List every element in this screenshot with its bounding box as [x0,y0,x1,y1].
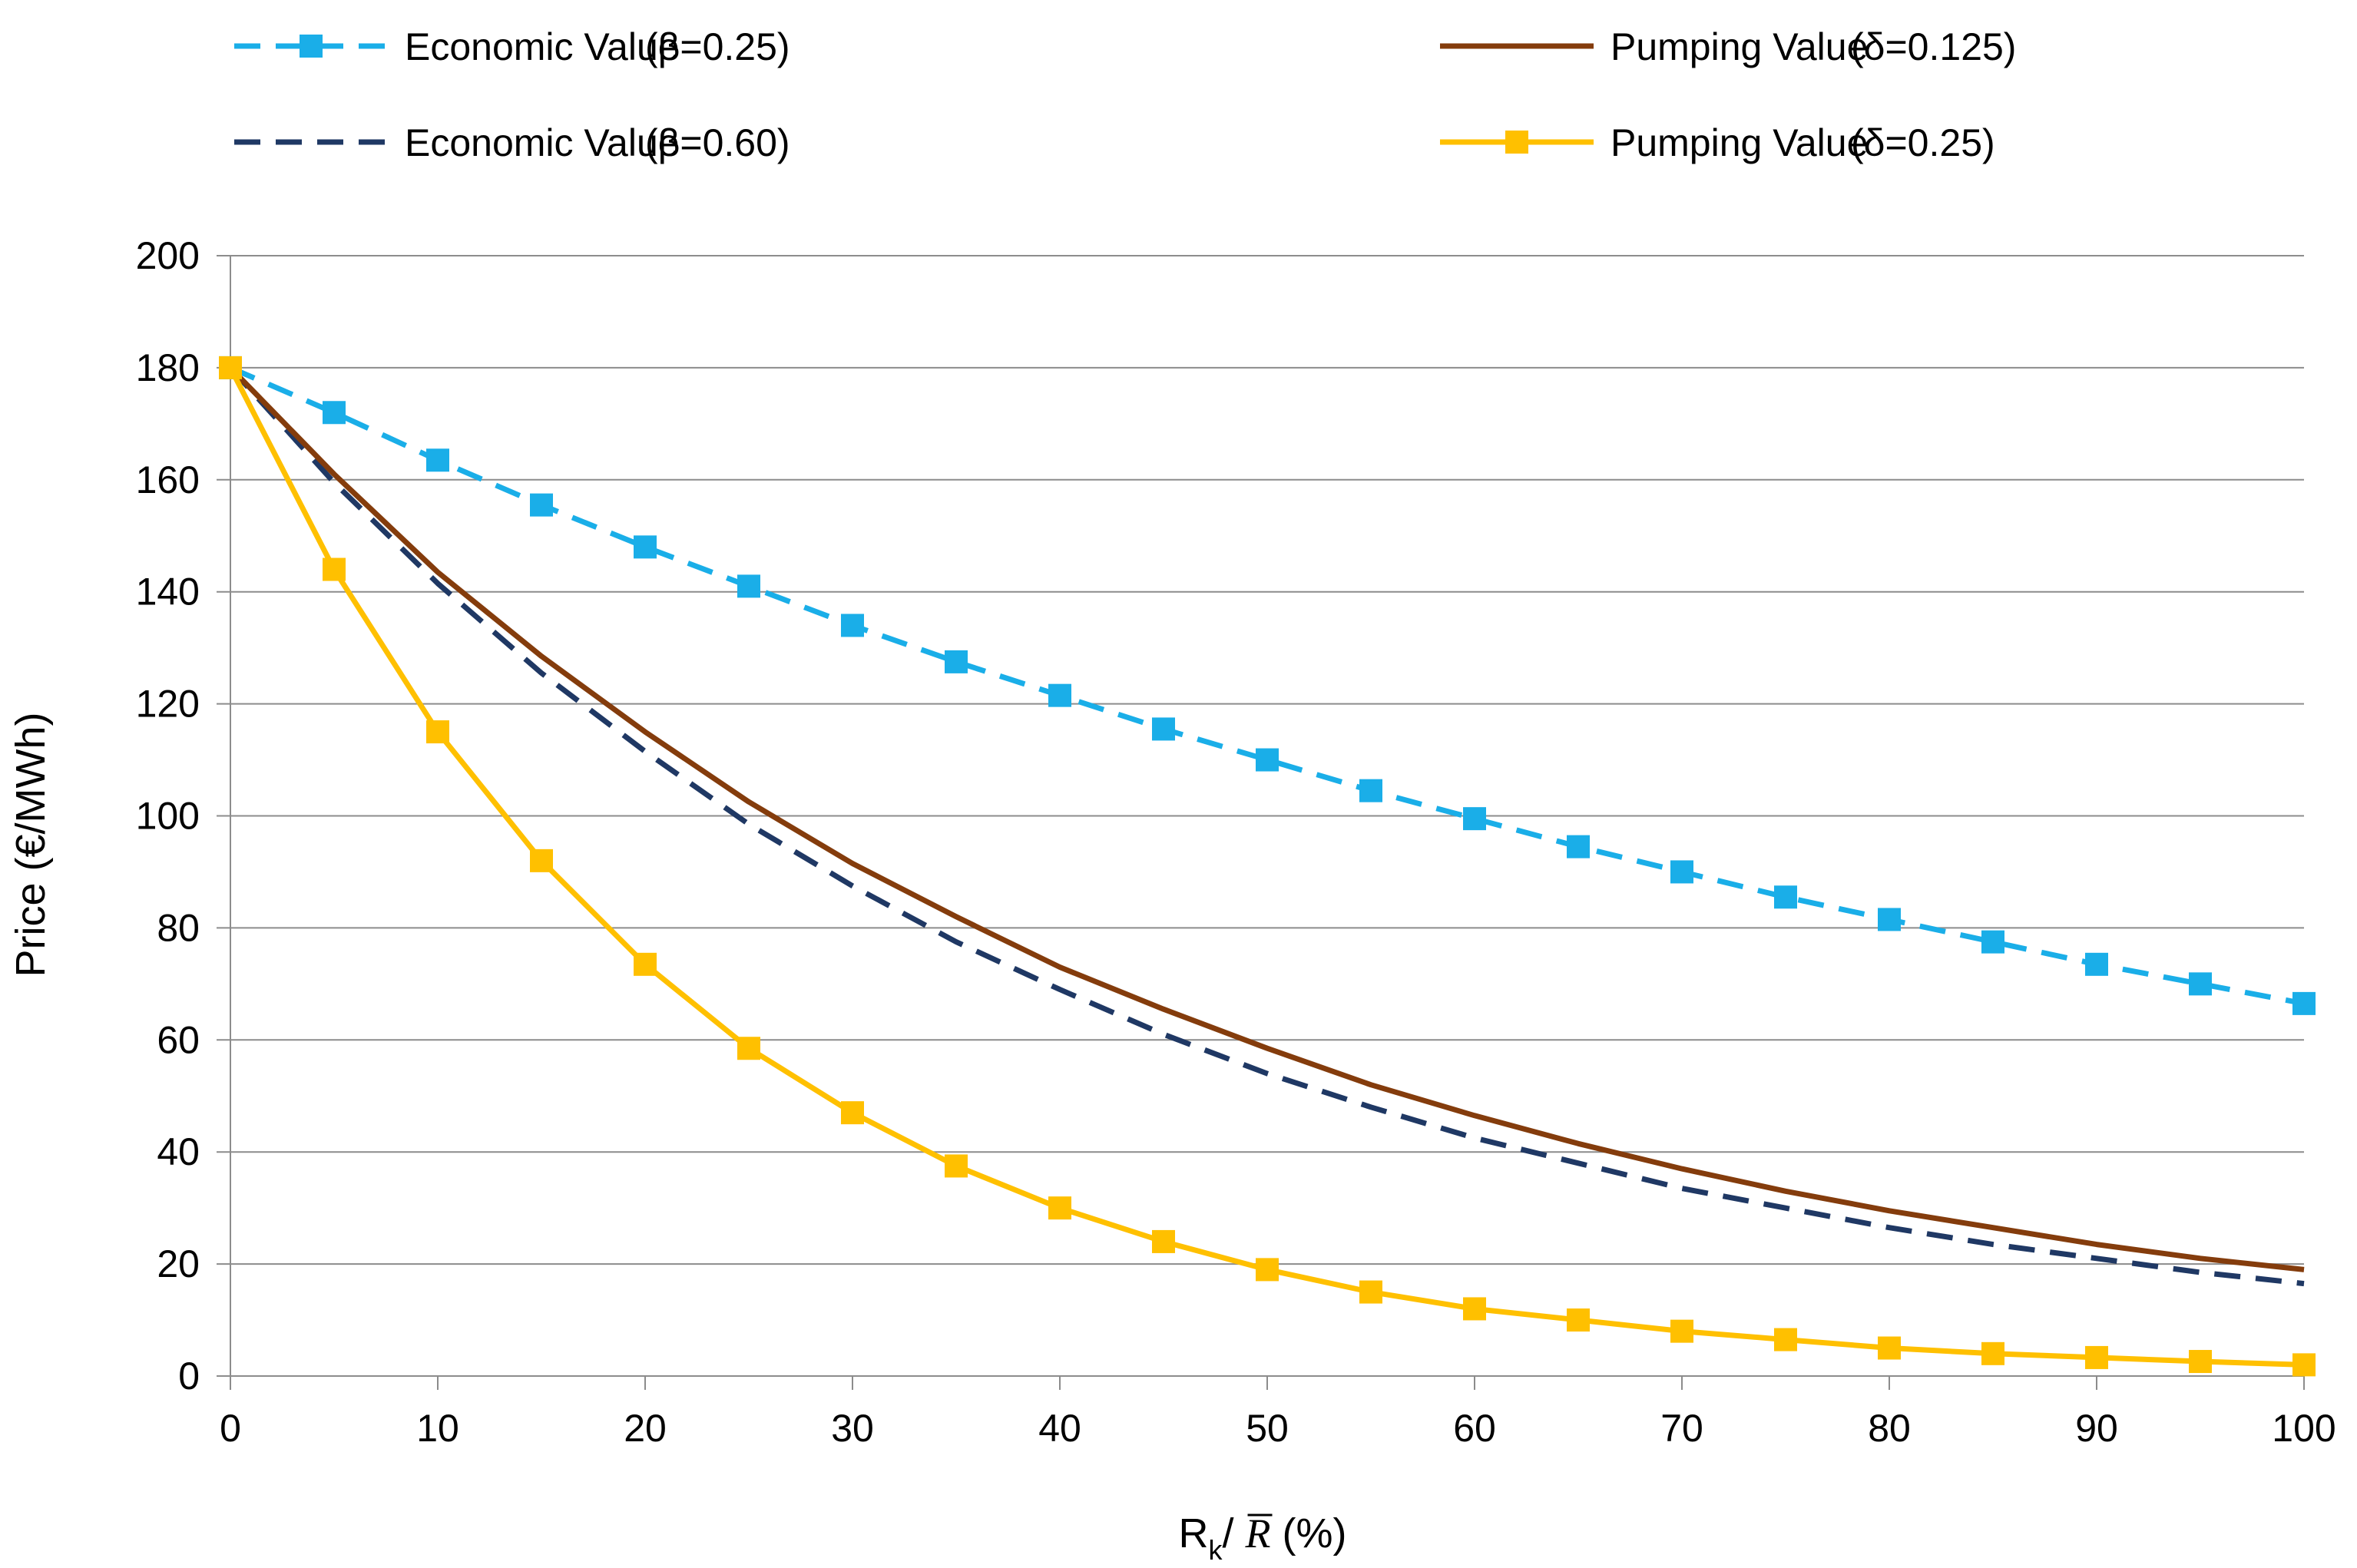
y-tick-label-0: 0 [178,1355,200,1398]
legend-param-econ025: (β=0.25) [645,25,790,68]
gridlines [230,255,2304,1265]
marker-econ025-x60 [1463,807,1486,831]
marker-pump025-x85 [1981,1341,2004,1365]
legend-label-econ060: Economic Value [405,121,680,164]
marker-pump025-x40 [1048,1196,1071,1220]
marker-pump025-x10 [426,720,449,744]
x-axis-title-main: R [1179,1510,1209,1556]
x-tick-label-100: 100 [2272,1407,2335,1450]
series-pump025 [219,356,2316,1377]
marker-econ025-x10 [426,448,449,472]
marker-pump025-x45 [1152,1229,1175,1253]
marker-econ025-x95 [2189,972,2212,996]
x-tick-label-70: 70 [1660,1407,1703,1450]
marker-pump025-x65 [1567,1308,1590,1332]
marker-econ025-x85 [1981,930,2004,954]
x-tick-label-30: 30 [831,1407,874,1450]
y-tick-label-120: 120 [136,683,200,726]
series-pump0125 [228,366,2305,1272]
x-tick-labels: 0 10 20 30 40 50 60 70 80 90 100 [220,1407,2336,1450]
legend-item-pump025: Pumping Value(δ=0.25) [1440,121,1995,164]
plot-series [219,356,2316,1377]
marker-econ025-x65 [1567,835,1590,858]
marker-econ025-x30 [841,614,864,637]
marker-pump025-x50 [1256,1258,1279,1282]
marker-pump025-x5 [323,557,346,581]
legend-param-pump025: (δ=0.25) [1851,121,1995,164]
marker-econ025-x55 [1359,779,1382,802]
marker-econ025-x15 [530,493,553,517]
legend: Economic Value(β=0.25)Economic Value(β=0… [234,25,2016,164]
x-axis-title-rbar: R [1245,1510,1271,1556]
marker-econ025-x100 [2292,991,2316,1015]
x-axis-title-slash: / [1223,1510,1246,1556]
x-tick-label-50: 50 [1246,1407,1289,1450]
marker-pump025-x15 [530,849,553,872]
marker-econ025-x35 [945,650,968,673]
y-tick-label-40: 40 [157,1130,200,1173]
legend-label-pump0125: Pumping Value [1611,25,1868,68]
legend-param-pump0125: (δ=0.125) [1851,25,2016,68]
y-tick-labels: 0 20 40 60 80 100 120 140 160 180 200 [136,234,200,1398]
marker-econ025-x50 [1256,748,1279,772]
axes [217,255,2305,1390]
legend-item-pump0125: Pumping Value(δ=0.125) [1440,25,2016,68]
marker-pump025-x75 [1774,1328,1797,1351]
x-tick-label-60: 60 [1453,1407,1496,1450]
marker-econ025-x20 [634,535,657,559]
marker-pump025-x100 [2292,1353,2316,1377]
x-tick-label-80: 80 [1868,1407,1911,1450]
y-tick-label-60: 60 [157,1018,200,1061]
y-tick-label-160: 160 [136,458,200,501]
marker-econ025-x5 [323,401,346,425]
legend-item-econ025: Economic Value(β=0.25) [234,25,790,68]
marker-econ025-x45 [1152,717,1175,741]
y-axis-title: Price (€/MWh) [8,712,54,977]
marker-pump025-x20 [634,952,657,976]
legend-label-econ025: Economic Value [405,25,680,68]
x-tick-label-90: 90 [2075,1407,2118,1450]
y-tick-label-200: 200 [136,234,200,277]
legend-label-pump025: Pumping Value [1611,121,1868,164]
marker-econ025-x25 [737,574,760,598]
marker-pump025-x60 [1463,1297,1486,1321]
y-tick-label-180: 180 [136,346,200,389]
marker-pump025-x25 [737,1037,760,1060]
y-tick-label-20: 20 [157,1242,200,1285]
x-tick-label-10: 10 [416,1407,459,1450]
x-tick-label-40: 40 [1038,1407,1081,1450]
series-econ025 [219,356,2316,1015]
marker-pump025-x90 [2085,1345,2108,1369]
marker-pump025-x80 [1878,1336,1901,1360]
marker-pump025-x30 [841,1101,864,1125]
series-econ060 [228,366,2305,1287]
marker-econ025-x70 [1670,860,1693,884]
legend-marker-pump025 [1505,131,1528,154]
marker-pump025-x70 [1670,1319,1693,1343]
marker-pump025-x0 [219,356,242,379]
x-axis-title-subscript: k [1209,1534,1223,1566]
series-line-econ060 [228,366,2305,1287]
series-line-econ025 [229,365,2305,1007]
legend-param-econ060: (β=0.60) [645,121,790,164]
y-tick-label-80: 80 [157,906,200,949]
x-tick-label-0: 0 [220,1407,241,1450]
marker-econ025-x90 [2085,952,2108,976]
y-tick-label-100: 100 [136,795,200,838]
marker-pump025-x55 [1359,1280,1382,1304]
marker-econ025-x80 [1878,908,1901,931]
marker-pump025-x35 [945,1154,968,1178]
x-tick-label-20: 20 [624,1407,667,1450]
marker-econ025-x75 [1774,885,1797,909]
series-line-pump0125 [228,366,2305,1272]
x-axis-title: Rk/ R (%) [1179,1510,1347,1566]
x-axis-title-unit: (%) [1271,1510,1347,1556]
marker-econ025-x40 [1048,683,1071,707]
legend-marker-econ025 [300,35,323,58]
marker-pump025-x95 [2189,1350,2212,1374]
y-tick-label-140: 140 [136,571,200,614]
legend-item-econ060: Economic Value(β=0.60) [234,121,790,164]
